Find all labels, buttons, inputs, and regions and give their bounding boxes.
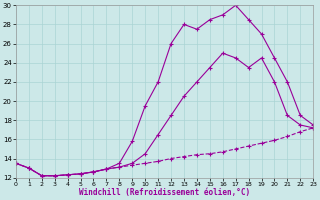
X-axis label: Windchill (Refroidissement éolien,°C): Windchill (Refroidissement éolien,°C): [79, 188, 250, 197]
